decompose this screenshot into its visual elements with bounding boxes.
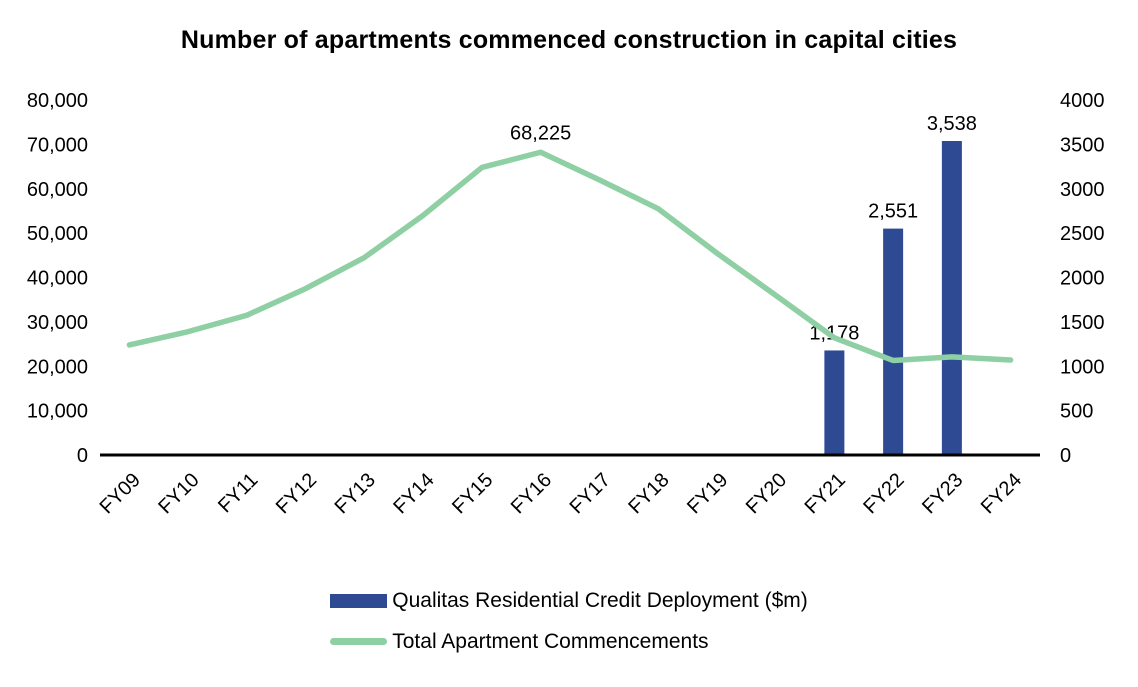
legend-label-apartment-commencements: Total Apartment Commencements — [392, 630, 709, 654]
x-axis-label: FY17 — [566, 469, 615, 518]
x-axis-label: FY20 — [742, 469, 791, 518]
x-axis-label: FY10 — [154, 469, 203, 518]
x-axis-label: FY12 — [272, 469, 321, 518]
x-axis-label: FY22 — [859, 469, 908, 518]
chart-title: Number of apartments commenced construct… — [180, 26, 958, 54]
left-axis-tick-label: 10,000 — [27, 401, 88, 423]
x-axis-label: FY23 — [918, 469, 967, 518]
legend-item-apartment-commencements: Total Apartment Commencements — [330, 629, 709, 654]
right-axis-tick-label: 4000 — [1060, 90, 1105, 112]
x-axis-label: FY09 — [96, 469, 145, 518]
left-axis-tick-label: 80,000 — [27, 90, 88, 112]
right-axis-tick-label: 3500 — [1060, 134, 1105, 156]
x-axis-label: FY14 — [389, 469, 438, 518]
left-axis-tick-label: 70,000 — [27, 134, 88, 156]
right-axis-tick-label: 2500 — [1060, 223, 1105, 245]
left-axis-tick-label: 0 — [77, 445, 88, 467]
legend-label-qualitas-deployment: Qualitas Residential Credit Deployment (… — [392, 589, 808, 612]
right-axis-tick-label: 1000 — [1060, 356, 1105, 378]
x-axis-label: FY18 — [624, 469, 673, 518]
line-data-label: 68,225 — [510, 122, 571, 144]
right-axis-tick-label: 1500 — [1060, 312, 1105, 334]
legend-rows: Qualitas Residential Credit Deployment (… — [330, 588, 808, 654]
bar — [941, 141, 962, 455]
line-series — [126, 149, 1014, 364]
line-swatch — [330, 638, 388, 646]
right-axis-tick-label: 0 — [1060, 445, 1071, 467]
right-axis-tick-label: 500 — [1060, 401, 1093, 423]
x-axis-label: FY24 — [977, 469, 1026, 518]
x-axis-label: FY19 — [683, 469, 732, 518]
right-axis-tick-label: 2000 — [1060, 268, 1105, 290]
x-axis-label: FY15 — [448, 469, 497, 518]
x-axis-label: FY13 — [331, 469, 380, 518]
left-axis-tick-label: 60,000 — [27, 179, 88, 201]
left-axis-tick-label: 50,000 — [27, 223, 88, 245]
left-axis-tick-label: 20,000 — [27, 356, 88, 378]
bar-data-label: 2,551 — [868, 201, 918, 223]
legend: Qualitas Residential Credit Deployment (… — [0, 588, 1138, 654]
legend-item-qualitas-deployment: Qualitas Residential Credit Deployment (… — [330, 588, 808, 613]
x-axis-label: FY11 — [214, 469, 262, 517]
bar — [883, 228, 904, 455]
left-axis-tick-label: 40,000 — [27, 268, 88, 290]
bar-swatch — [330, 593, 388, 608]
left-axis-tick-label: 30,000 — [27, 312, 88, 334]
bar — [824, 350, 845, 455]
chart-canvas: 0 10,000 20,000 30,000 40,000 50,000 60,000 70,… — [27, 90, 1105, 518]
x-axis-label: FY16 — [507, 469, 556, 518]
x-axis-label: FY21 — [801, 469, 850, 518]
bar-data-label: 3,538 — [927, 113, 977, 135]
right-axis-tick-label: 3000 — [1060, 179, 1105, 201]
